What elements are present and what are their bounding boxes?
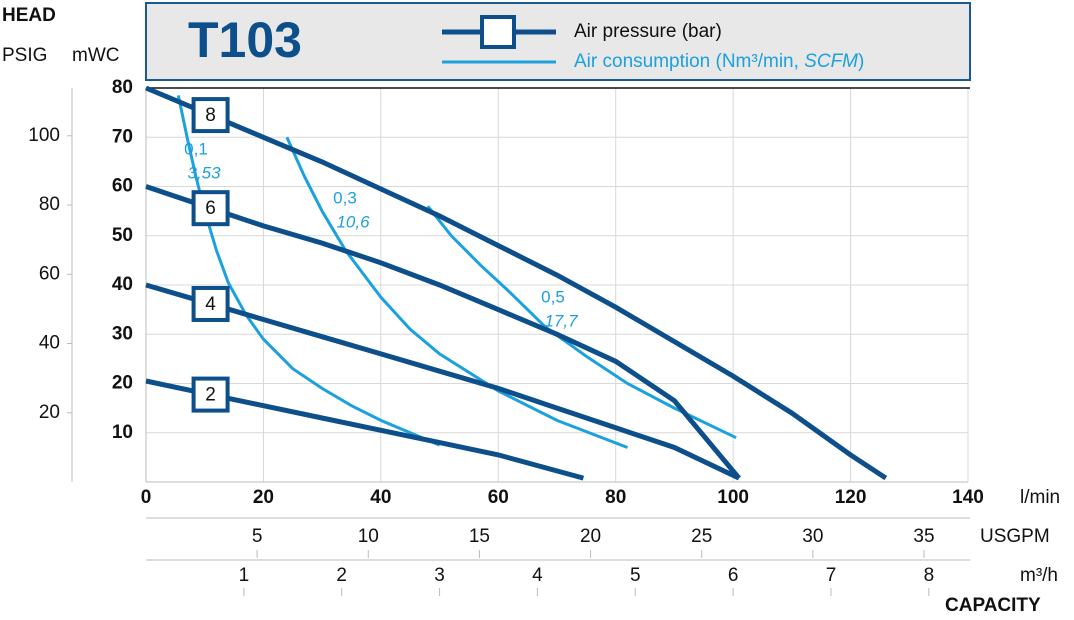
- x-tick-label: 20: [253, 487, 274, 508]
- y-tick-label: 40: [112, 274, 133, 295]
- x3-tick-label: 3: [434, 565, 445, 586]
- x-tick-label: 0: [141, 487, 152, 508]
- x2-tick-label: 20: [580, 526, 601, 547]
- consumption-label-scfm: 3,53: [187, 163, 221, 182]
- x-tick-label: 40: [370, 487, 391, 508]
- pressure-box: [191, 285, 230, 322]
- x-axis-title: CAPACITY: [945, 595, 1041, 616]
- x-tick-label: 60: [488, 487, 509, 508]
- consumption-label: 0,1: [184, 139, 208, 158]
- x3-tick-label: 2: [336, 565, 347, 586]
- pressure-box: [191, 190, 230, 227]
- y-tick-label: 50: [112, 225, 133, 246]
- x3-tick-label: 4: [532, 565, 543, 586]
- x3-tick-label: 6: [728, 565, 739, 586]
- pressure-line: [145, 282, 741, 481]
- x2-tick-label: 25: [691, 526, 712, 547]
- pressure-label: 6: [205, 198, 216, 219]
- y2-tick-label: 60: [39, 263, 60, 284]
- legend-consumption-text: Air consumption (Nm³/min, SCFM): [574, 51, 864, 72]
- consumption-label: 0,5: [541, 287, 565, 306]
- pressure-line: [145, 184, 741, 480]
- y-tick-label: 70: [112, 126, 133, 147]
- y2-tick-label: 20: [39, 402, 60, 423]
- head-label: HEAD: [2, 5, 56, 26]
- x-tick-label: 100: [717, 487, 749, 508]
- y2-tick-label: 100: [28, 125, 60, 146]
- y2-tick-label: 40: [39, 333, 60, 354]
- legend-text-part: SCFM: [804, 51, 858, 72]
- x2-tick-label: 5: [252, 526, 263, 547]
- y-tick-label: 20: [112, 373, 133, 394]
- legend-text-part: Air consumption (Nm³/min,: [574, 51, 804, 72]
- chart-title: T103: [188, 12, 302, 68]
- x-unit: l/min: [1020, 487, 1060, 508]
- x3-tick-label: 7: [826, 565, 837, 586]
- y-tick-label: 30: [112, 323, 133, 344]
- x2-tick-label: 15: [469, 526, 490, 547]
- x2-unit: USGPM: [980, 526, 1050, 547]
- pressure-line: [145, 85, 888, 481]
- consumption-label: 0,3: [333, 188, 357, 207]
- x2-tick-label: 35: [913, 526, 934, 547]
- y2-tick-label: 80: [39, 194, 60, 215]
- consumption-line: [426, 205, 737, 440]
- x-tick-label: 120: [835, 487, 867, 508]
- y-unit: mWC: [72, 45, 119, 66]
- pressure-label: 4: [205, 294, 216, 315]
- y-tick-label: 60: [112, 176, 133, 197]
- x-tick-label: 140: [952, 487, 984, 508]
- consumption-line: [176, 95, 441, 447]
- x3-tick-label: 1: [239, 565, 250, 586]
- x3-tick-label: 5: [630, 565, 641, 586]
- y2-unit: PSIG: [2, 45, 47, 66]
- x2-tick-label: 10: [358, 526, 379, 547]
- pressure-label: 8: [205, 105, 216, 126]
- consumption-label-scfm: 17,7: [544, 311, 578, 330]
- pressure-label: 2: [205, 385, 216, 406]
- consumption-label-scfm: 10,6: [336, 212, 370, 231]
- consumption-line: [285, 136, 629, 449]
- title-box: [145, 2, 971, 81]
- legend-pressure-box: [480, 15, 516, 49]
- x2-tick-label: 30: [802, 526, 823, 547]
- x-tick-label: 80: [605, 487, 626, 508]
- legend-text-part: ): [858, 51, 864, 72]
- legend-pressure-text: Air pressure (bar): [574, 21, 722, 42]
- y-tick-label: 80: [112, 77, 133, 98]
- pressure-box: [191, 97, 230, 134]
- x3-unit: m³/h: [1020, 565, 1058, 586]
- pressure-box: [191, 376, 230, 413]
- y-tick-label: 10: [112, 422, 133, 443]
- x3-tick-label: 8: [924, 565, 935, 586]
